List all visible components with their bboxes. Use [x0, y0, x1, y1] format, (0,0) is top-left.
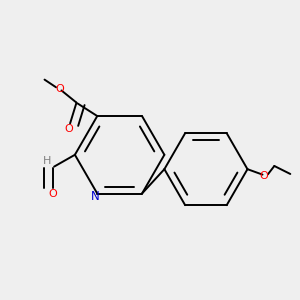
Text: H: H — [43, 155, 51, 166]
Text: O: O — [260, 171, 268, 181]
Text: O: O — [48, 189, 57, 199]
Text: O: O — [65, 124, 74, 134]
Text: N: N — [91, 190, 100, 202]
Text: O: O — [56, 84, 64, 94]
